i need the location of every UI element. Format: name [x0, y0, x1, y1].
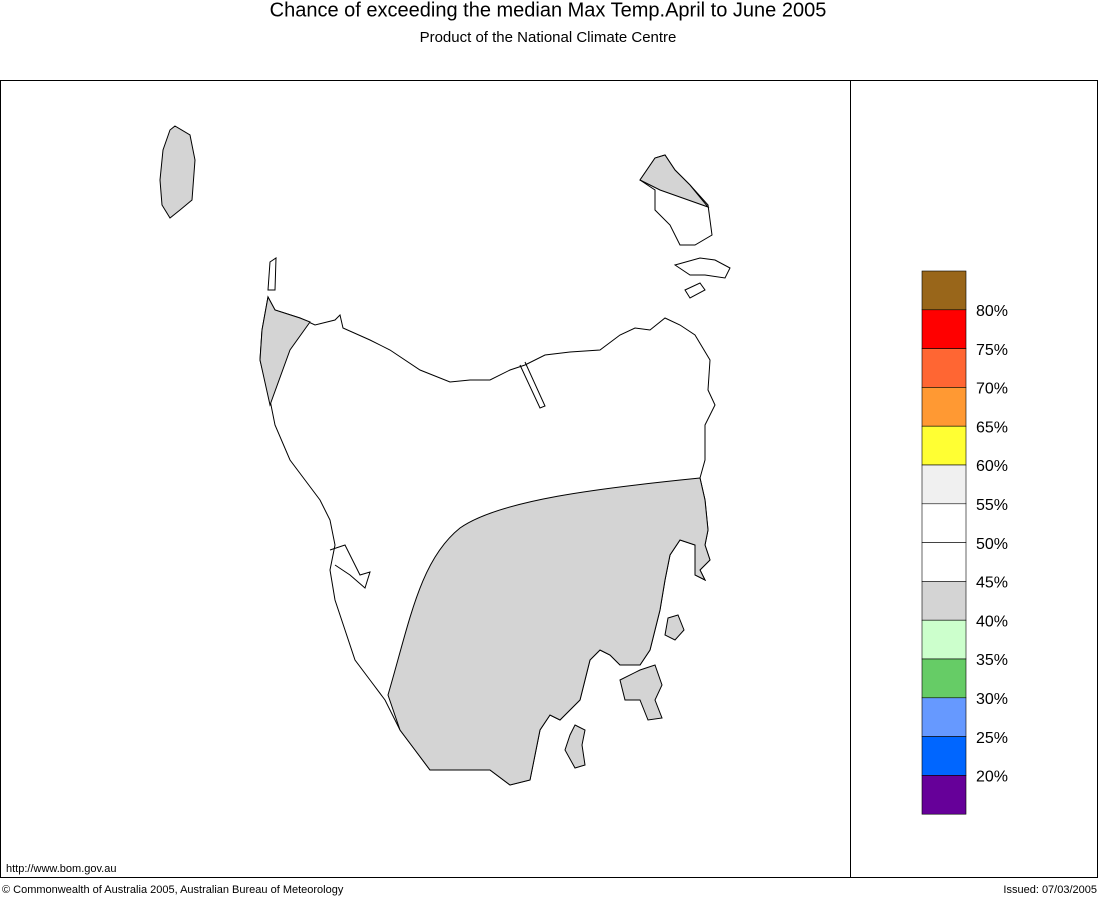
- legend-swatch: [921, 387, 967, 427]
- macquarie-harbour: [329, 544, 371, 589]
- flinders-gray: [639, 154, 710, 209]
- legend-label: 75%: [976, 342, 1008, 359]
- map-frame: [0, 80, 1098, 878]
- legend-swatch: [921, 658, 967, 699]
- title: Chance of exceeding the median Max Temp.…: [270, 0, 827, 21]
- tamar-river: [519, 361, 546, 409]
- legend-label: 30%: [976, 691, 1008, 708]
- legend-label: 50%: [976, 536, 1008, 553]
- legend-swatch: [921, 697, 967, 737]
- legend-swatch: [921, 348, 967, 388]
- legend-swatch: [921, 503, 967, 543]
- legend-label: 80%: [976, 303, 1008, 320]
- legend-swatch: [921, 464, 967, 505]
- cape-barren-island: [673, 257, 731, 279]
- issued-date: Issued: 07/03/2005: [1003, 884, 1097, 896]
- legend-swatch: [921, 619, 967, 660]
- robbins-island: [267, 257, 277, 291]
- legend-label: 35%: [976, 652, 1008, 669]
- map: [159, 125, 731, 786]
- legend-label: 40%: [976, 613, 1008, 630]
- legend-label: 20%: [976, 769, 1008, 786]
- king-island: [159, 125, 196, 219]
- below-median-region: [387, 477, 711, 786]
- copyright: © Commonwealth of Australia 2005, Austra…: [2, 884, 344, 896]
- legend-swatch: [921, 425, 967, 466]
- maria-island: [664, 614, 685, 641]
- nw-gray: [259, 295, 311, 407]
- legend-swatch: [921, 736, 967, 776]
- legend: 80% 75% 70% 65% 60% 55% 50% 45% 40% 35% 30% 25% 20%: [921, 270, 1008, 815]
- small-island: [684, 282, 706, 299]
- legend-swatch: [921, 775, 967, 815]
- legend-label: 55%: [976, 497, 1008, 514]
- legend-swatch: [921, 542, 967, 582]
- legend-swatch: [921, 270, 967, 311]
- tasman-peninsula: [619, 664, 663, 721]
- legend-label: 70%: [976, 381, 1008, 398]
- legend-label: 45%: [976, 575, 1008, 592]
- url: http://www.bom.gov.au: [6, 863, 116, 875]
- legend-label: 65%: [976, 419, 1008, 436]
- legend-swatch: [921, 581, 967, 621]
- legend-label: 25%: [976, 730, 1008, 747]
- legend-swatch: [921, 309, 967, 349]
- legend-label: 60%: [976, 458, 1008, 475]
- bruny-island: [564, 724, 586, 769]
- subtitle: Product of the National Climate Centre: [420, 29, 677, 46]
